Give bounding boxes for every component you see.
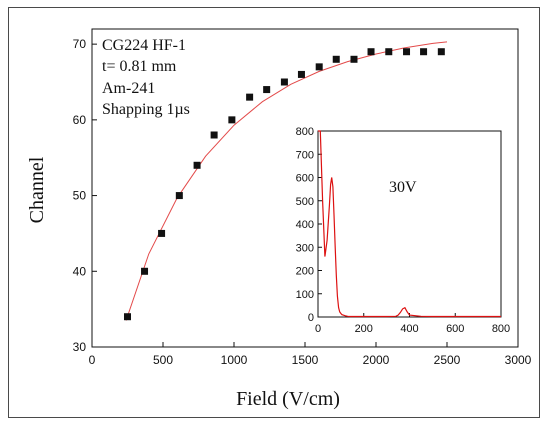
- data-point: [385, 48, 393, 56]
- y-tick-label: 40: [73, 264, 87, 278]
- inset-plot-area: [317, 130, 502, 318]
- data-point: [297, 70, 305, 78]
- x-tick-label: 2000: [363, 353, 390, 367]
- inset-y-tick-label: 200: [296, 266, 314, 278]
- inset-x-tick-label: 200: [355, 323, 373, 335]
- inset-y-tick-label: 400: [296, 219, 314, 231]
- data-point: [420, 48, 428, 56]
- x-tick-label: 3000: [505, 353, 532, 367]
- inset-y-tick-label: 500: [296, 196, 314, 208]
- inset-y-tick-label: 800: [296, 126, 314, 138]
- data-point: [437, 48, 445, 56]
- inset-axis-ticks: 0 200 400 600 800 0 100 200 300 400 500 600 700 800: [296, 126, 511, 335]
- y-tick-label: 50: [73, 189, 87, 203]
- inset-y-tick-label: 700: [296, 149, 314, 161]
- data-point: [228, 116, 236, 124]
- x-tick-label: 1500: [292, 353, 319, 367]
- spectrum-line: [318, 130, 501, 318]
- x-tick-label: 1000: [221, 353, 248, 367]
- data-point: [175, 192, 183, 200]
- annotation-thickness: t= 0.81 mm: [102, 58, 177, 75]
- x-tick-label: 500: [153, 353, 173, 367]
- inset-x-tick-label: 800: [492, 323, 510, 335]
- data-points: [124, 48, 445, 321]
- data-point: [193, 161, 201, 169]
- annotation-shaping: Shapping 1µs: [102, 101, 190, 118]
- data-point: [158, 229, 166, 237]
- x-axis-label: Field (V/cm): [236, 388, 340, 410]
- data-point: [367, 48, 375, 56]
- data-point: [124, 313, 131, 321]
- inset-y-tick-label: 600: [296, 173, 314, 185]
- y-tick-label: 70: [73, 37, 87, 51]
- data-point: [263, 86, 271, 94]
- data-point: [141, 267, 149, 275]
- y-axis-label: Channel: [26, 156, 48, 223]
- inset-x-tick-label: 0: [315, 323, 321, 335]
- data-point: [210, 131, 218, 139]
- data-point: [332, 55, 340, 63]
- data-point: [280, 78, 288, 86]
- y-tick-label: 30: [73, 340, 87, 354]
- y-tick-label: 60: [73, 113, 87, 127]
- inset-x-tick-label: 600: [446, 323, 464, 335]
- data-point: [246, 93, 254, 101]
- inset-y-tick-label: 0: [308, 312, 314, 324]
- x-tick-label: 2500: [434, 353, 461, 367]
- inset-y-tick-label: 100: [296, 289, 314, 301]
- data-point: [403, 48, 411, 56]
- annotation-sample: CG224 HF-1: [102, 37, 186, 54]
- x-tick-label: 0: [89, 353, 96, 367]
- inset-voltage-label: 30V: [389, 179, 417, 196]
- data-point: [350, 55, 358, 63]
- inset-y-tick-label: 300: [296, 242, 314, 254]
- annotation-source: Am-241: [102, 80, 155, 97]
- inset-x-tick-label: 400: [400, 323, 418, 335]
- data-point: [315, 63, 323, 71]
